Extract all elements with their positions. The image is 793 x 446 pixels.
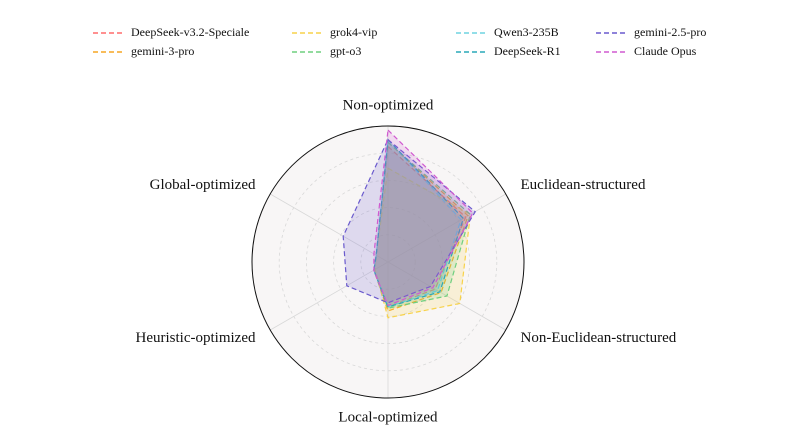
category-label: Local-optimized bbox=[338, 409, 438, 425]
legend-label: DeepSeek-R1 bbox=[494, 44, 561, 58]
category-label: Global-optimized bbox=[150, 177, 256, 193]
radar-area bbox=[342, 138, 476, 304]
radar-area bbox=[373, 138, 465, 308]
spoke bbox=[270, 193, 389, 263]
category-label: Euclidean-structured bbox=[521, 177, 646, 193]
category-label: Heuristic-optimized bbox=[136, 330, 256, 346]
radar-area bbox=[373, 128, 474, 307]
legend-label: Qwen3-235B bbox=[494, 25, 559, 39]
radar-area bbox=[373, 141, 472, 309]
legend-label: Claude Opus bbox=[634, 44, 697, 58]
legend-label: gemini-2.5-pro bbox=[634, 25, 706, 39]
legend-label: gpt-o3 bbox=[330, 44, 361, 58]
category-label: Non-optimized bbox=[343, 97, 434, 113]
legend-label: grok4-vip bbox=[330, 25, 377, 39]
category-label: Non-Euclidean-structured bbox=[521, 330, 677, 346]
spoke bbox=[270, 261, 389, 331]
polar-frame bbox=[251, 125, 525, 399]
legend-label: DeepSeek-v3.2-Speciale bbox=[131, 25, 249, 39]
spoke bbox=[387, 193, 506, 263]
legend-label: gemini-3-pro bbox=[131, 44, 194, 58]
